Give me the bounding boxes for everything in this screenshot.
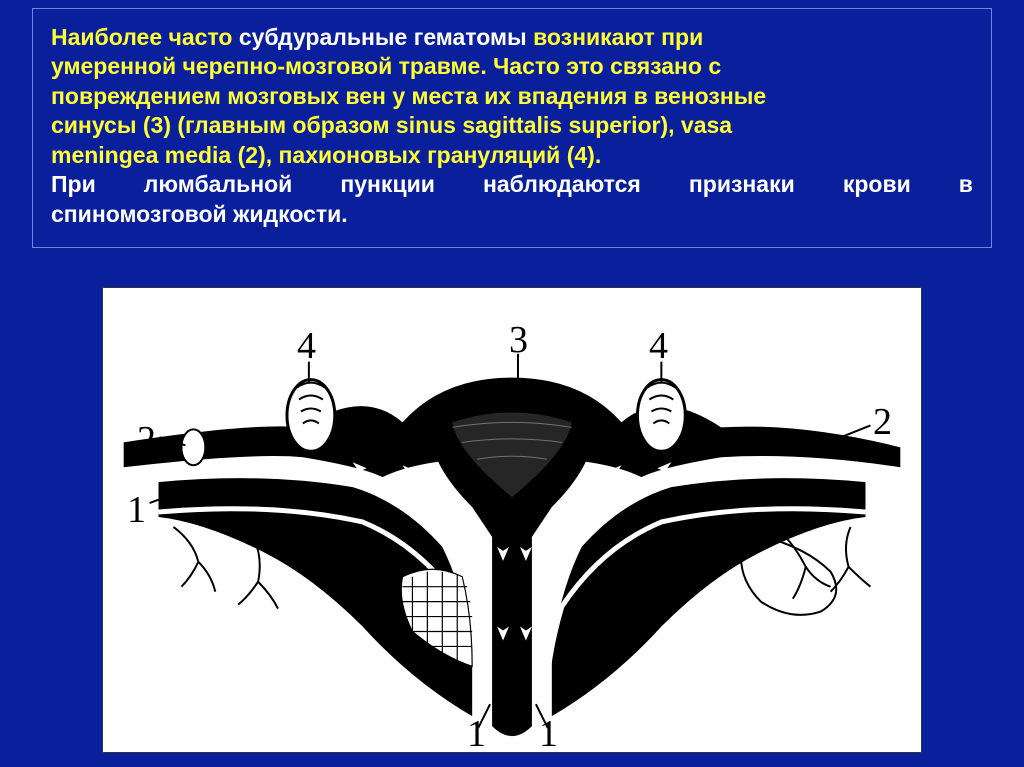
figure-label-4-left: 4 — [297, 324, 316, 368]
text-word: крови — [843, 170, 911, 199]
text-line-7: спиномозговой жидкости. — [51, 200, 973, 229]
figure-label-1-bot-l: 1 — [467, 712, 486, 756]
figure-label-2-left: 2 — [137, 418, 156, 462]
text-line-2: умеренной черепно-мозговой травме. Часто… — [51, 52, 973, 81]
figure-label-4-right: 4 — [649, 324, 668, 368]
figure-label-3: 3 — [509, 318, 528, 362]
figure-label-1-bot-r: 1 — [539, 712, 558, 756]
text-word: люмбальной — [144, 170, 293, 199]
text-word: пункции — [340, 170, 435, 199]
text-word: в — [959, 170, 973, 199]
description-panel: Наиболее часто субдуральные гематомы воз… — [32, 8, 992, 248]
text-line-1: Наиболее часто субдуральные гематомы воз… — [51, 23, 973, 52]
text-line-5: meningea media (2), пахионовых грануляци… — [51, 141, 973, 170]
text-word: При — [51, 170, 96, 199]
text-line-3: повреждением мозговых вен у места их впа… — [51, 82, 973, 111]
text-frag: субдуральные гематомы — [239, 24, 533, 50]
anatomical-figure: 3 4 4 2 2 1 1 1 — [102, 287, 922, 753]
text-line-4: синусы (3) (главным образом sinus sagitt… — [51, 111, 973, 140]
text-frag: возникают при — [533, 24, 703, 50]
text-line-6: При люмбальной пункции наблюдаются призн… — [51, 170, 973, 199]
text-word: наблюдаются — [483, 170, 641, 199]
figure-label-1-left: 1 — [127, 488, 146, 532]
text-frag: Наиболее часто — [51, 24, 239, 50]
figure-label-2-right: 2 — [873, 400, 892, 444]
text-word: признаки — [689, 170, 795, 199]
